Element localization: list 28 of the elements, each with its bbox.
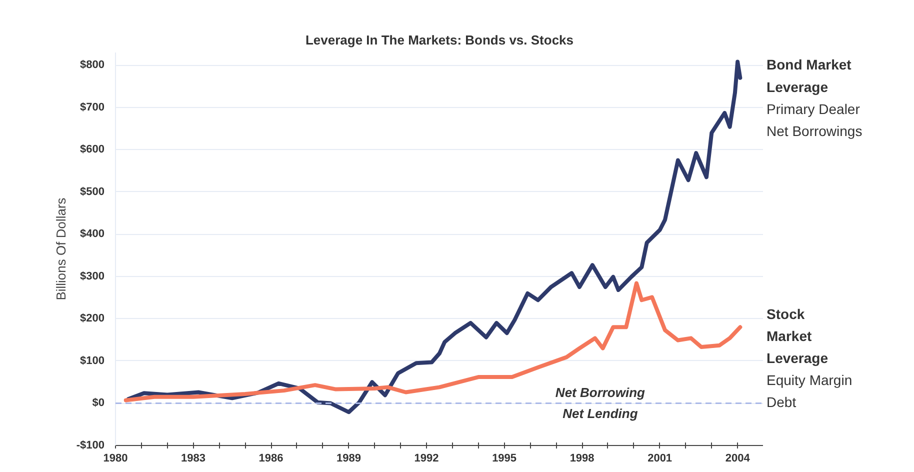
x-tick-label: 1998 [570, 452, 594, 464]
annotation: Net Lending [562, 406, 638, 422]
x-tick-label: 2004 [725, 452, 751, 464]
x-tick-label: 2001 [648, 452, 672, 464]
y-tick-label: $600 [80, 144, 105, 156]
y-axis-title: Billions Of Dollars [53, 197, 68, 300]
y-tick-label: -$100 [76, 440, 105, 452]
y-tick-label: $800 [80, 59, 105, 72]
series-label: Bond Market Leverage [766, 56, 852, 95]
chart-title: Leverage In The Markets: Bonds vs. Stocks [305, 32, 574, 48]
x-tick-label: 1983 [181, 452, 206, 464]
x-tick-label: 1980 [103, 452, 128, 464]
x-tick-label: 1989 [336, 452, 362, 464]
series-label: Stock Market Leverage [766, 306, 828, 366]
y-tick-label: $700 [80, 101, 105, 114]
y-tick-label: $300 [80, 270, 105, 282]
y-tick-label: $100 [80, 354, 105, 367]
y-tick-label: $0 [92, 397, 105, 410]
text: Equity Margin Debt [766, 372, 852, 410]
x-tick-label: 1986 [258, 452, 284, 464]
x-tick-label: 1992 [414, 452, 439, 464]
x-tick-label: 1995 [492, 452, 517, 464]
line-series [124, 281, 742, 402]
text: Primary Dealer Net Borrowings [766, 100, 862, 139]
ref-line-label: Net Borrowing [555, 385, 646, 400]
y-tick-label: $200 [80, 312, 105, 325]
y-tick-label: $500 [80, 186, 105, 198]
y-tick-label: $400 [80, 228, 105, 240]
